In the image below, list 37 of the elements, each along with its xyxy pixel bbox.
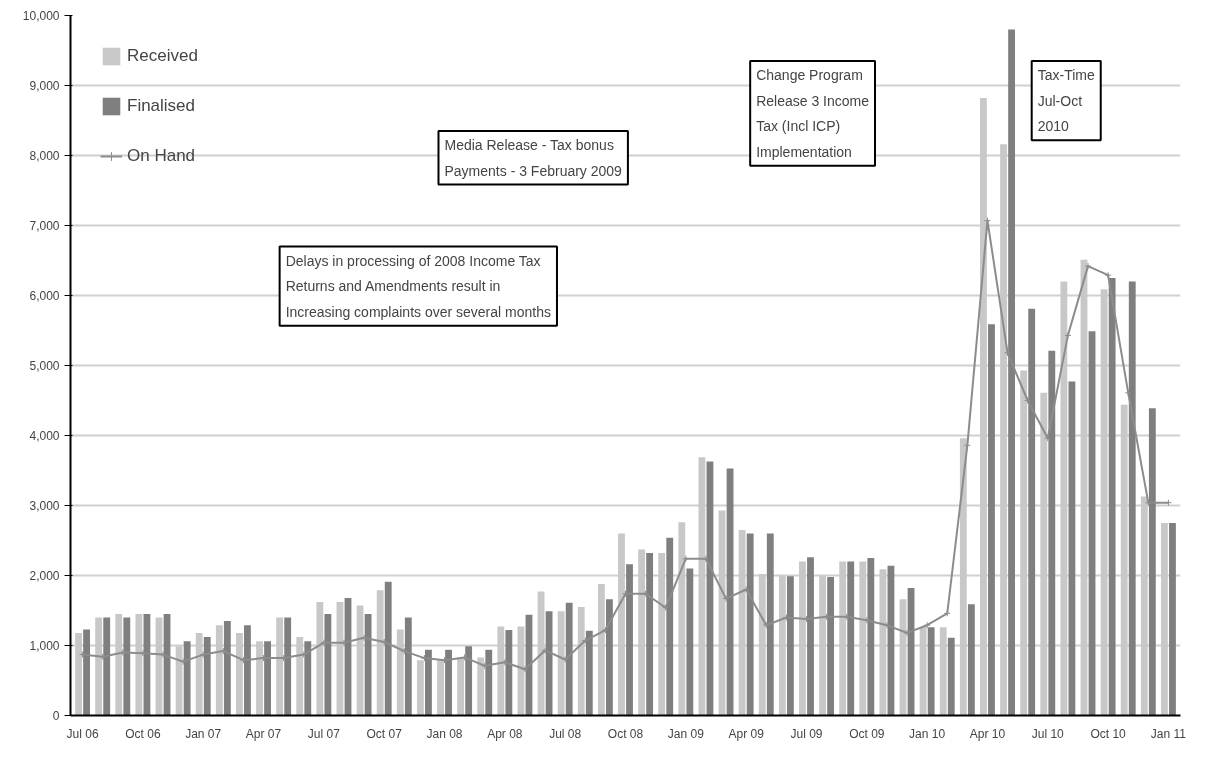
y-tick-label: 0	[52, 709, 60, 723]
legend-label: Finalised	[127, 96, 196, 116]
x-tick-label: Oct 07	[366, 726, 403, 741]
annotation: Media Release - Tax bonus Payments - 3 February 2009	[444, 137, 623, 179]
x-tick-label: Oct 06	[125, 726, 161, 741]
y-tick-label: 5,000	[29, 359, 60, 373]
x-tick-label: Apr 08	[487, 726, 523, 741]
x-tick-label: Jul 06	[66, 726, 99, 741]
x-tick-label: Apr 10	[969, 726, 1006, 741]
x-tick-label: Jul 08	[549, 726, 582, 741]
x-tick-label: Apr 09	[728, 726, 765, 741]
x-tick-label: Jul 07	[307, 726, 341, 741]
x-tick-label: Oct 10	[1090, 726, 1127, 741]
y-tick-label: 3,000	[29, 499, 60, 513]
x-tick-label: Jan 10	[909, 726, 946, 741]
y-tick-label: 1,000	[29, 639, 60, 653]
y-tick-label: 8,000	[29, 149, 60, 163]
x-tick-label: Jan 08	[426, 726, 463, 741]
y-tick-label: 10,000	[22, 9, 60, 23]
x-tick-label: Jul 09	[790, 726, 823, 741]
x-tick-label: Jan 09	[667, 726, 705, 741]
annotation: Delays in processing of 2008 Income Tax Returns and Amendments result in Increasing complaints over several months	[285, 252, 551, 320]
annotation: Tax-Time Jul-Oct 2010	[1037, 67, 1095, 135]
legend-label: Received	[127, 46, 198, 66]
x-tick-label: Jan 07	[185, 726, 222, 741]
y-tick-label: 7,000	[29, 219, 60, 233]
y-tick-label: 4,000	[29, 429, 60, 443]
x-tick-label: Oct 08	[607, 726, 644, 741]
x-tick-label: Oct 09	[849, 726, 885, 741]
x-tick-label: Jan 11	[1150, 726, 1187, 741]
annotation: Change Program Release 3 Income Tax (Incl ICP) Implementation	[756, 67, 870, 160]
y-tick-label: 6,000	[29, 289, 60, 303]
x-tick-label: Apr 07	[245, 726, 282, 741]
y-tick-label: 2,000	[29, 569, 60, 583]
legend-label: On Hand	[127, 146, 196, 166]
x-tick-label: Jul 10	[1031, 726, 1065, 741]
y-tick-label: 9,000	[29, 79, 60, 93]
